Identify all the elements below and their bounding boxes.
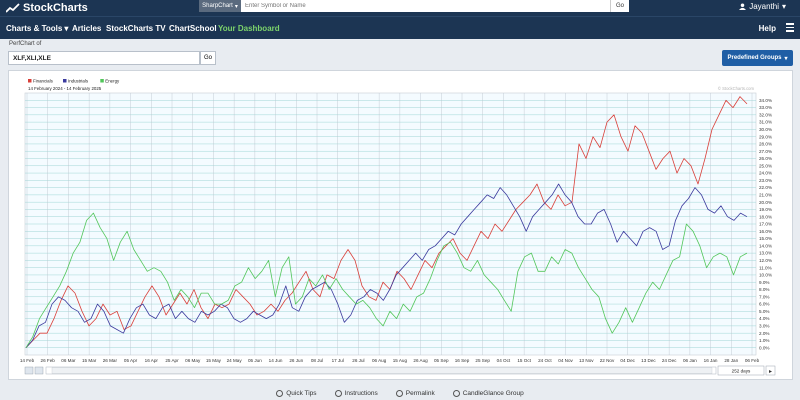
symbol-search: SharpChart ▾ Go (199, 0, 629, 12)
logo-text: StockCharts (23, 2, 88, 14)
logo-icon (6, 3, 20, 13)
quick-tips-link[interactable]: Quick Tips (276, 390, 317, 400)
chevron-down-icon: ▾ (64, 23, 69, 33)
chevron-down-icon: ▾ (784, 55, 788, 62)
nav-label: Charts & Tools (6, 23, 63, 33)
nav-charts-tools[interactable]: Charts & Tools ▾ (6, 17, 68, 39)
symbol-go-button[interactable]: Go (610, 0, 629, 12)
chevron-down-icon: ▾ (781, 1, 786, 11)
candle-icon (452, 390, 460, 397)
permalink-link[interactable]: Permalink (395, 390, 435, 400)
link-label: Quick Tips (286, 390, 317, 398)
predefined-groups-button[interactable]: Predefined Groups ▾ (722, 50, 793, 66)
chart-type-select[interactable]: SharpChart ▾ (199, 0, 241, 12)
top-bar: StockCharts SharpChart ▾ Go Jayanthi ▾ (0, 0, 800, 16)
user-name: Jayanthi (749, 1, 779, 11)
user-icon (739, 2, 747, 10)
link-label: Instructions (344, 390, 378, 398)
predefined-groups-label: Predefined Groups (727, 55, 782, 61)
link-icon (395, 390, 403, 397)
perfchart-symbols-input[interactable] (8, 51, 200, 65)
link-label: Permalink (405, 390, 435, 398)
lightbulb-icon (276, 390, 284, 397)
perfchart-go-button[interactable]: Go (200, 51, 216, 65)
logo[interactable]: StockCharts (6, 0, 88, 16)
candleglance-link[interactable]: CandleGlance Group (452, 390, 524, 400)
footer-links: Quick Tips Instructions Permalink Candle… (0, 390, 800, 400)
help-link[interactable]: Help (758, 23, 776, 33)
chevron-down-icon: ▾ (234, 3, 238, 10)
nav-stockcharts-tv[interactable]: StockCharts TV (106, 23, 166, 33)
instructions-link[interactable]: Instructions (334, 390, 378, 400)
chart-type-label: SharpChart (202, 3, 233, 9)
menu-icon[interactable] (786, 23, 794, 33)
main-nav: Charts & Tools ▾ Articles StockCharts TV… (0, 16, 800, 39)
nav-articles[interactable]: Articles (72, 23, 102, 33)
link-label: CandleGlance Group (462, 390, 524, 398)
chart-panel (8, 70, 793, 380)
info-icon (334, 390, 342, 397)
perfchart-label: PerfChart of (9, 41, 42, 47)
symbol-input[interactable] (241, 0, 610, 12)
nav-chartschool[interactable]: ChartSchool (169, 23, 217, 33)
user-menu[interactable]: Jayanthi ▾ (739, 0, 786, 12)
nav-your-dashboard[interactable]: Your Dashboard (218, 23, 280, 33)
